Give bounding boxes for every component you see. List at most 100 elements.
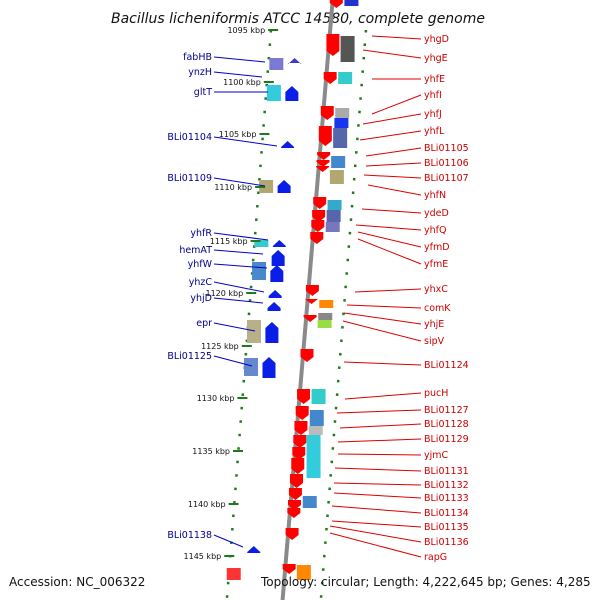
reverse-gene-arrow (285, 528, 299, 540)
reverse-gene-label: BLi01127 (424, 405, 469, 416)
reverse-gene-label: BLi01136 (424, 537, 469, 548)
reverse-gene-block (296, 565, 311, 580)
reverse-label-leader (329, 532, 422, 558)
scale-tick-label: 1120 kbp (206, 289, 244, 298)
reverse-gene-label: sipV (424, 336, 445, 347)
scale-tick-label: 1135 kbp (192, 447, 230, 456)
reverse-gene-label: ydeD (424, 208, 449, 219)
forward-gene-label: gltT (194, 87, 212, 98)
forward-gene-block (252, 262, 267, 280)
reverse-gene-arrow (303, 315, 317, 322)
forward-label-leader (213, 136, 278, 147)
reverse-label-leader (329, 525, 422, 543)
reverse-gene-label: yhjE (424, 319, 444, 330)
reverse-gene-block (344, 0, 359, 6)
reverse-gene-label: BLi01133 (424, 493, 469, 504)
reverse-gene-block (308, 426, 323, 435)
reverse-label-leader (365, 147, 422, 157)
reverse-label-leader (357, 231, 422, 248)
reverse-gene-label: BLi01128 (424, 419, 469, 430)
reverse-label-leader (355, 224, 422, 231)
reverse-gene-arrow (300, 349, 314, 362)
reverse-gene-label: BLi01129 (424, 434, 469, 445)
reverse-gene-label: BLi01124 (424, 360, 469, 371)
reverse-gene-label: BLi01135 (424, 522, 469, 533)
forward-gene-block (226, 568, 241, 580)
reverse-gene-label: yhgD (424, 34, 449, 45)
reverse-gene-block (318, 313, 333, 320)
accession-text: Accession: NC_006322 (9, 575, 145, 589)
reverse-gene-arrow (293, 435, 307, 448)
reverse-gene-block (329, 170, 344, 184)
reverse-gene-arrow (320, 106, 334, 120)
reverse-gene-block (302, 496, 317, 508)
reverse-gene-arrow (288, 500, 302, 510)
reverse-label-leader (362, 49, 422, 59)
reverse-gene-arrow (288, 488, 302, 500)
forward-gene-label: fabHB (183, 52, 212, 63)
forward-gene-block (269, 58, 284, 70)
scale-tick-label: 1110 kbp (214, 183, 252, 192)
forward-gene-arrow (277, 180, 291, 193)
reverse-gene-block (317, 320, 332, 328)
scale-tick-label: 1125 kbp (201, 342, 239, 351)
scale-tick-label: 1095 kbp (227, 26, 265, 35)
forward-gene-arrow (272, 240, 286, 247)
reverse-gene-block (338, 72, 353, 84)
reverse-gene-label: yhfE (424, 74, 445, 85)
reverse-gene-arrow (304, 299, 318, 304)
topology-text: Topology: circular; Length: 4,222,645 bp… (260, 575, 591, 589)
reverse-gene-block (311, 389, 326, 404)
reverse-gene-block (333, 128, 348, 148)
forward-gene-arrow (270, 265, 284, 282)
reverse-gene-arrow (318, 126, 332, 146)
reverse-label-leader (357, 238, 422, 265)
forward-gene-label: yhfR (190, 228, 212, 239)
reverse-label-leader (346, 304, 422, 309)
reverse-gene-arrow (326, 34, 340, 56)
reverse-gene-label: yhfJ (424, 109, 442, 120)
forward-gene-arrow (247, 546, 261, 553)
forward-gene-arrow (262, 357, 276, 378)
reverse-gene-arrow (292, 447, 306, 460)
reverse-gene-arrow (310, 232, 324, 244)
reverse-label-leader (371, 35, 422, 40)
reverse-label-leader (344, 392, 422, 400)
scale-tick-label: 1130 kbp (197, 394, 235, 403)
reverse-gene-arrow (323, 72, 337, 84)
forward-label-leader (213, 281, 265, 293)
reverse-gene-arrow (317, 152, 331, 160)
forward-label-leader (213, 177, 266, 187)
forward-label-leader (213, 355, 253, 367)
reverse-gene-label: yhfI (424, 90, 442, 101)
reverse-gene-label: yhfL (424, 126, 445, 137)
forward-gene-arrow (268, 290, 282, 298)
reverse-gene-label: BLi01132 (424, 480, 469, 491)
forward-label-leader (213, 56, 266, 63)
forward-label-leader (213, 297, 264, 304)
forward-gene-arrow (285, 86, 299, 101)
forward-gene-block (244, 358, 259, 376)
forward-gene-label: BLi01125 (167, 351, 212, 362)
reverse-label-leader (333, 482, 422, 486)
reverse-gene-block (327, 200, 342, 210)
reverse-label-leader (337, 453, 422, 456)
reverse-gene-label: BLi01134 (424, 508, 469, 519)
reverse-label-leader (371, 94, 422, 115)
reverse-gene-arrow (282, 564, 296, 574)
reverse-gene-arrow (291, 458, 305, 474)
reverse-label-leader (333, 492, 422, 499)
forward-label-leader (213, 71, 263, 78)
forward-gene-label: BLi01109 (167, 173, 212, 184)
forward-gene-label: ynzH (188, 67, 212, 78)
reverse-gene-arrow (295, 406, 309, 420)
forward-gene-label: BLi01104 (167, 132, 212, 143)
reverse-gene-arrow (297, 389, 311, 404)
feature-tracks (225, 0, 368, 600)
forward-gene-arrow (267, 302, 281, 311)
reverse-label-leader (343, 312, 422, 325)
reverse-gene-label: yfmE (424, 259, 448, 270)
reverse-gene-label: BLi01131 (424, 466, 469, 477)
scale-tick-label: 1140 kbp (188, 500, 226, 509)
